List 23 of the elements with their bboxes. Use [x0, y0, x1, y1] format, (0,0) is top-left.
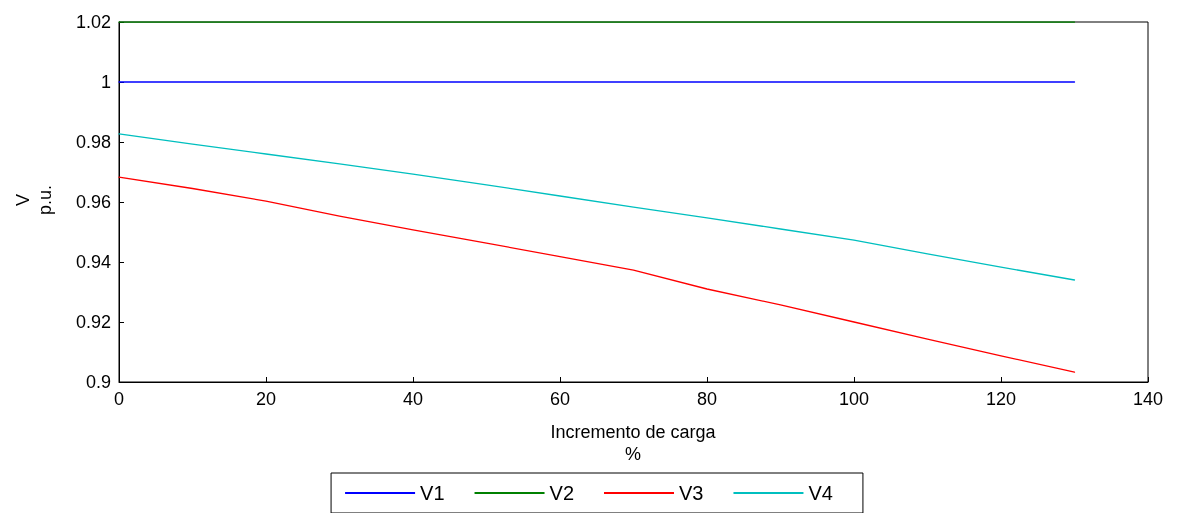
- line-series: [118, 133, 1076, 281]
- x-tick-label: 20: [255, 389, 277, 409]
- x-tick-label: 40: [402, 389, 424, 409]
- x-tick-label: 120: [985, 389, 1017, 409]
- x-tick-label: 100: [838, 389, 870, 409]
- line-series: [118, 176, 1076, 373]
- legend-label: V3: [679, 482, 704, 504]
- x-axis-title: Incremento de carga %: [550, 422, 717, 464]
- x-tick-label: 60: [549, 389, 571, 409]
- legend-label: V2: [549, 482, 575, 504]
- x-tick-label: 140: [1132, 389, 1164, 409]
- legend-label: V4: [808, 482, 833, 504]
- x-tick-label: 80: [696, 389, 718, 409]
- y-tick-label: 1.02: [75, 12, 111, 32]
- y-axis-title: V p.u.: [13, 184, 55, 216]
- y-tick-label: 0.9: [85, 372, 111, 392]
- y-tick-label: 1: [100, 72, 111, 92]
- y-tick-label: 0.94: [75, 252, 111, 272]
- y-tick-label: 0.96: [75, 192, 111, 212]
- x-tick-label: 0: [113, 389, 125, 409]
- y-tick-label: 0.92: [75, 312, 111, 332]
- y-tick-label: 0.98: [75, 132, 111, 152]
- legend-label: V1: [420, 482, 445, 504]
